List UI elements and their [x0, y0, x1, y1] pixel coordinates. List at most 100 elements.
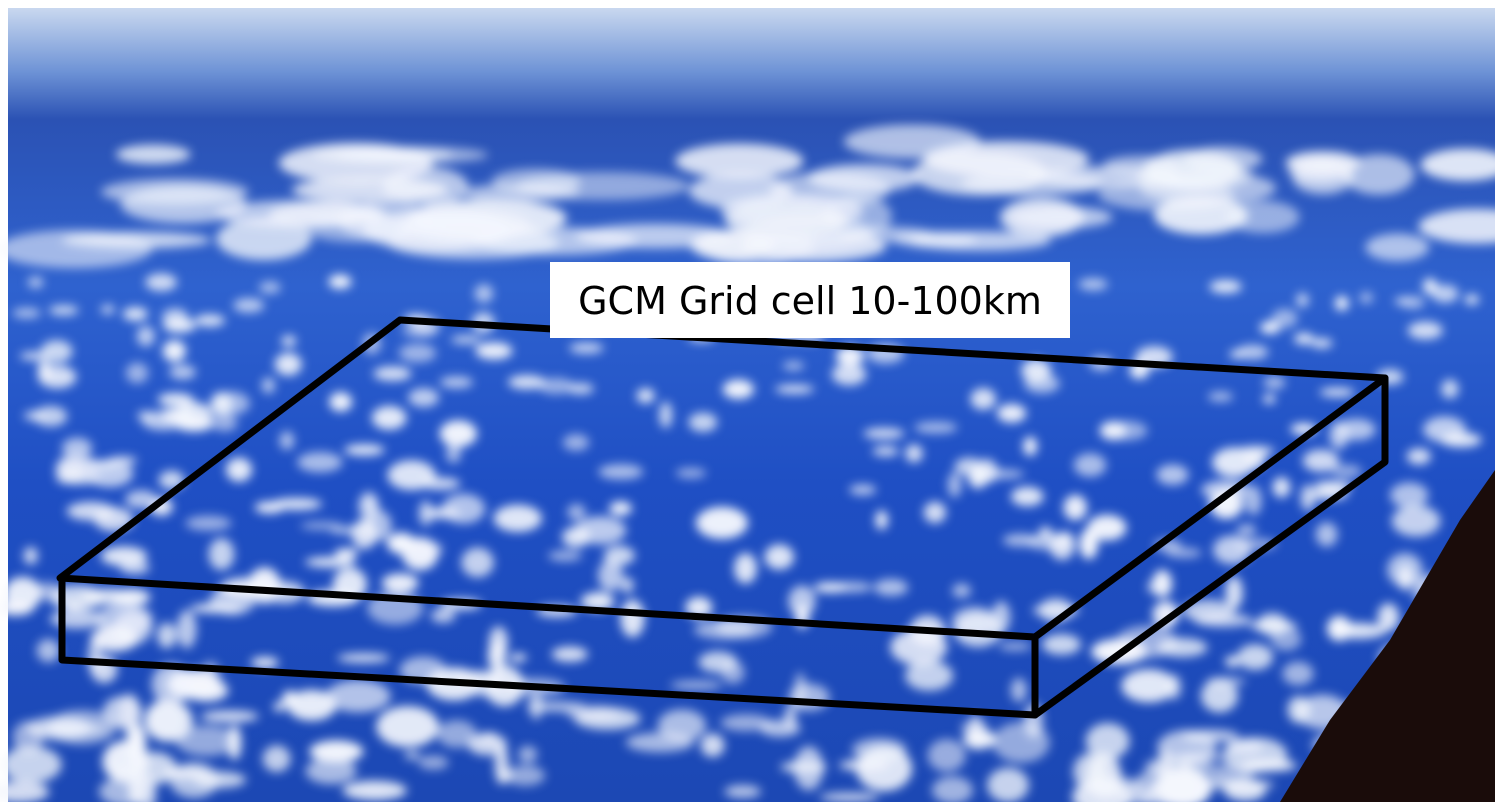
cloud	[1237, 644, 1273, 670]
cloud	[568, 383, 594, 394]
cloud	[914, 422, 957, 434]
cloud	[552, 647, 588, 662]
cloud	[157, 623, 176, 649]
cloud	[41, 340, 73, 363]
cloud	[126, 723, 146, 767]
cloud	[1431, 285, 1458, 303]
cloud	[418, 755, 448, 769]
cloud	[1103, 156, 1182, 174]
cloud	[1182, 730, 1239, 743]
cloud	[210, 392, 232, 416]
cloud	[419, 500, 433, 526]
cloud	[446, 444, 461, 464]
cloud	[788, 585, 816, 616]
cloud	[1237, 345, 1269, 360]
cloud	[1441, 379, 1459, 398]
cloud	[562, 527, 590, 548]
cloud	[1287, 696, 1310, 723]
cloud	[279, 431, 294, 450]
cloud	[56, 474, 101, 485]
cloud	[518, 746, 537, 763]
cloud	[343, 781, 407, 801]
cloud	[91, 626, 139, 651]
cloud	[101, 305, 115, 315]
cloud	[1294, 333, 1314, 345]
cloud	[262, 377, 275, 393]
cloud	[775, 385, 814, 394]
cloud	[1063, 495, 1087, 521]
cloud	[509, 654, 526, 662]
cloud	[475, 342, 512, 359]
cloud	[820, 793, 879, 802]
cloud	[365, 510, 392, 541]
cloud	[976, 469, 1024, 479]
cloud	[1282, 662, 1313, 686]
cloud	[696, 507, 748, 539]
cloud	[1402, 296, 1425, 309]
cloud	[326, 680, 391, 712]
cloud	[701, 733, 725, 757]
cloud	[1296, 293, 1309, 308]
cloud	[689, 173, 793, 209]
cloud	[372, 406, 407, 430]
cloud	[1225, 656, 1240, 668]
cloud	[905, 661, 953, 691]
cloud	[49, 585, 104, 610]
cloud	[1106, 421, 1148, 440]
cloud	[337, 653, 390, 662]
label: GCM Grid cell 10-100km	[578, 279, 1042, 323]
cloud	[849, 485, 876, 495]
cloud	[373, 366, 411, 381]
cloud	[226, 458, 252, 482]
cloud	[1206, 677, 1246, 686]
cloud	[1209, 280, 1241, 293]
cloud	[1156, 464, 1188, 485]
cloud	[335, 548, 358, 558]
cloud	[734, 553, 757, 584]
cloud	[1245, 485, 1261, 515]
cloud	[480, 733, 498, 741]
cloud	[305, 557, 356, 567]
cloud	[1079, 278, 1108, 290]
cloud	[39, 722, 107, 735]
cloud	[376, 706, 439, 747]
cloud	[569, 342, 603, 353]
cloud	[997, 404, 1026, 423]
cloud	[209, 538, 235, 570]
cloud	[1208, 764, 1254, 785]
cloud	[24, 547, 38, 565]
cloud	[526, 701, 586, 711]
cloud	[1237, 446, 1274, 456]
cloud	[281, 335, 296, 347]
cloud	[620, 599, 644, 637]
cloud	[387, 460, 435, 490]
cloud	[336, 147, 488, 164]
cloud	[1272, 477, 1290, 498]
cloud	[598, 559, 623, 591]
cloud	[1139, 171, 1276, 204]
cloud	[548, 550, 582, 561]
cloud	[1399, 565, 1412, 591]
cloud	[924, 502, 946, 524]
cloud	[163, 340, 186, 362]
cloud	[1440, 433, 1481, 447]
cloud	[808, 164, 920, 192]
cloud	[961, 172, 1105, 195]
cloud	[1208, 392, 1233, 402]
cloud	[382, 573, 419, 592]
cloud	[49, 305, 79, 315]
cloud	[123, 307, 148, 321]
cloud	[1316, 522, 1338, 546]
cloud	[609, 501, 632, 515]
cloud	[0, 230, 152, 268]
cloud	[1286, 151, 1361, 173]
cloud	[177, 610, 197, 649]
cloud	[228, 725, 242, 760]
cloud	[1311, 338, 1333, 348]
cloud	[1, 746, 62, 783]
cloud	[1378, 603, 1400, 631]
cloud	[948, 472, 962, 498]
cloud	[567, 504, 586, 521]
cloud	[1023, 437, 1037, 456]
cloud	[1303, 449, 1339, 472]
